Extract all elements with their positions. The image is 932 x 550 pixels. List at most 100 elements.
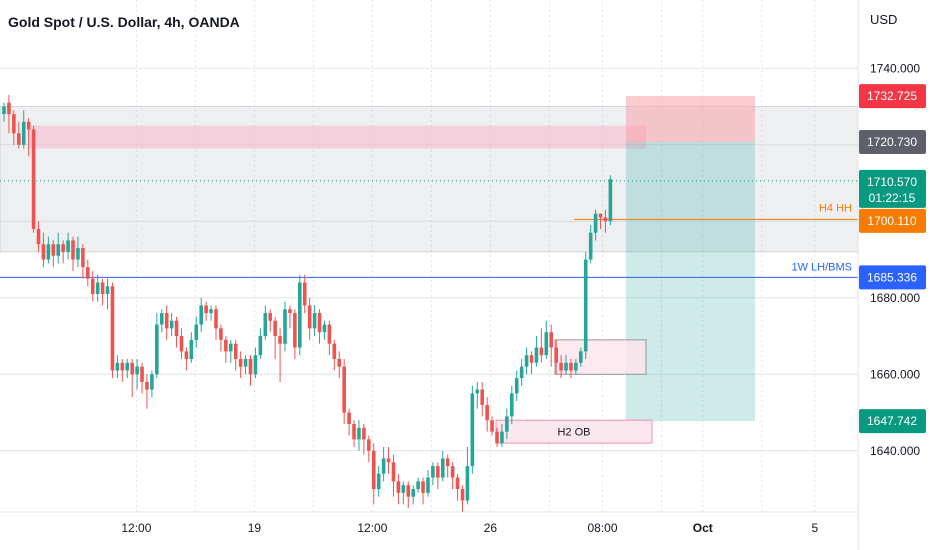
candle-body — [115, 362, 120, 371]
price-badge-label: 1732.725 — [867, 89, 917, 103]
candle-body — [445, 458, 450, 467]
candle-body — [219, 328, 223, 340]
x-tick-label: 08:00 — [587, 521, 617, 535]
candle-body — [125, 362, 130, 371]
candle-body — [381, 458, 386, 474]
candle-body — [500, 431, 504, 444]
candle-body — [164, 313, 169, 329]
candle-body — [179, 336, 184, 352]
candle-body — [475, 389, 480, 394]
candle-body — [258, 336, 263, 356]
candle-body — [243, 358, 248, 367]
x-tick-label: 19 — [248, 521, 262, 535]
price-badge-label: 1710.570 — [867, 175, 917, 189]
candle-body — [386, 458, 391, 463]
candle-body — [233, 343, 238, 359]
candle-body — [150, 374, 154, 390]
candle-body — [367, 439, 371, 451]
candle-body — [71, 240, 75, 260]
candle-body — [31, 129, 36, 229]
candle-body — [278, 336, 282, 344]
price-badge — [859, 129, 926, 154]
candle-body — [347, 412, 351, 425]
candle-body — [583, 259, 588, 352]
candle-body — [327, 324, 332, 344]
candle-body — [288, 309, 292, 314]
candle-body — [224, 339, 228, 352]
candle-body — [411, 489, 415, 497]
candle-body — [174, 320, 179, 337]
candle-body — [593, 213, 598, 233]
candle-body — [228, 343, 233, 352]
candle-body — [406, 485, 411, 497]
candle-body — [12, 114, 16, 134]
candle-body — [130, 362, 134, 375]
candle-body — [332, 343, 337, 359]
candle-body — [574, 362, 578, 371]
candle-body — [608, 179, 613, 222]
candle-body — [460, 489, 465, 501]
candle-body — [120, 362, 125, 371]
price-badge — [859, 84, 926, 109]
candle-body — [376, 473, 381, 490]
candle-body — [490, 420, 494, 432]
candle-body — [90, 278, 95, 294]
candle-body — [145, 381, 149, 390]
candle-body — [544, 332, 549, 356]
candle-body — [7, 102, 11, 115]
x-tick-label: 12:00 — [121, 521, 151, 535]
candle-body — [440, 458, 445, 478]
candle-body — [273, 320, 277, 337]
candle-body — [21, 121, 26, 145]
candle-body — [598, 213, 603, 218]
candle-body — [559, 362, 563, 371]
candle-body — [76, 248, 80, 260]
candle-body — [16, 133, 21, 145]
candle-body — [86, 267, 90, 279]
candle-body — [95, 282, 100, 294]
candle-body — [135, 366, 139, 375]
candle-body — [312, 313, 317, 329]
candle-body — [204, 305, 208, 314]
candle-body — [549, 332, 554, 348]
stop-loss-zone — [626, 96, 755, 142]
candle-body — [529, 355, 534, 363]
candle-body — [337, 358, 342, 367]
price-badge-label: 1720.730 — [867, 135, 917, 149]
candle-body — [554, 347, 558, 363]
candle-body — [189, 339, 194, 359]
candle-body — [110, 286, 115, 371]
candle-body — [209, 309, 213, 314]
candle-body — [184, 351, 189, 359]
candle-body — [140, 366, 144, 382]
price-badge — [859, 265, 926, 290]
candle-body — [194, 324, 199, 340]
y-tick-label: 1640.000 — [870, 444, 920, 458]
candle-body — [416, 481, 420, 490]
candle-body — [396, 481, 401, 493]
price-badge-label: 1647.742 — [867, 414, 917, 428]
candle-body — [421, 481, 425, 493]
candle-body — [302, 282, 307, 306]
candle-body — [455, 477, 460, 490]
candle-body — [426, 477, 430, 493]
price-badge — [859, 169, 926, 208]
candle-body — [371, 450, 376, 490]
candle-body — [362, 427, 366, 440]
candle-body — [603, 217, 608, 222]
y-tick-label: 1740.000 — [870, 61, 920, 75]
candle-body — [317, 313, 322, 333]
candle-body — [509, 393, 514, 417]
candle-body — [539, 347, 544, 356]
h2-ob-label: H2 OB — [557, 427, 590, 439]
candle-body — [81, 248, 85, 268]
candle-body — [534, 347, 539, 363]
candle-body — [283, 309, 287, 344]
order-block-zone — [554, 339, 647, 375]
candle-body — [431, 466, 435, 478]
candle-body — [298, 282, 302, 348]
candle-body — [307, 305, 312, 329]
x-tick-label: 12:00 — [357, 521, 387, 535]
candle-body — [293, 313, 297, 348]
